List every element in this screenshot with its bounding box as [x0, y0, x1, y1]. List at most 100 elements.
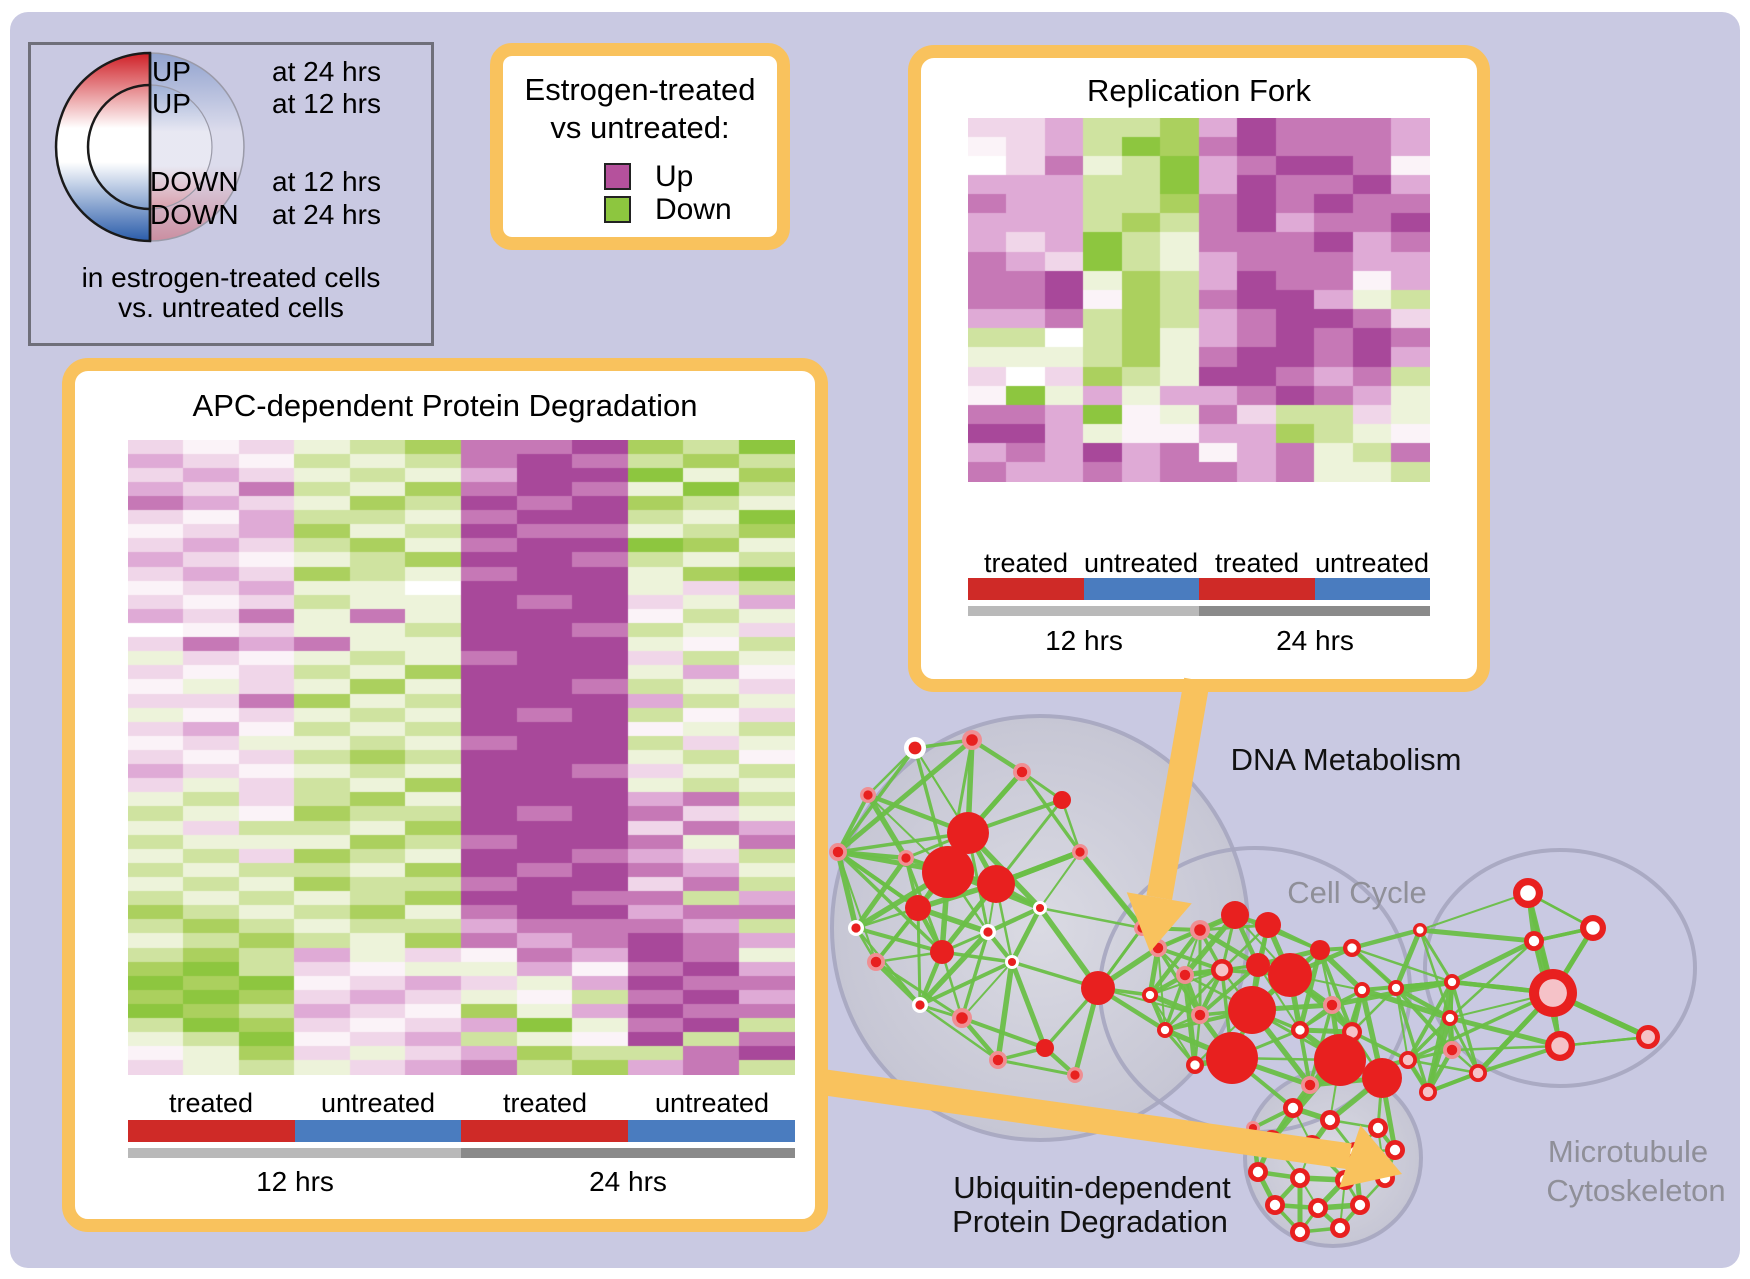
network-edge	[1009, 906, 1043, 964]
network-node-core	[1539, 979, 1567, 1007]
network-node-core	[870, 956, 882, 968]
ring-legend-footer-line2: vs. untreated cells	[118, 292, 344, 323]
down-label: Down	[655, 193, 732, 226]
network-node	[930, 940, 954, 964]
network-edge	[1060, 799, 1082, 853]
rf-group-label-treated-24: treated	[1214, 548, 1300, 578]
network-node-core	[1326, 999, 1338, 1011]
network-node-core	[1354, 1199, 1366, 1211]
updown-legend-title-line2: vs untreated:	[550, 110, 730, 145]
rf-time-label-24: 24 hrs	[1276, 625, 1354, 656]
network-node-core	[1287, 1102, 1299, 1114]
network-edge	[1419, 927, 1535, 944]
network-node	[1314, 1034, 1366, 1086]
network-edge	[1039, 851, 1081, 909]
arrow-head-apc-panel-to-ubiquitin-cluster	[1339, 1125, 1402, 1188]
down-color-swatch	[604, 196, 631, 223]
network-edge	[1078, 850, 1144, 930]
concentric-ring-gradient-icon	[54, 51, 245, 243]
network-node-core	[1586, 921, 1600, 935]
apc-time-label-12: 12 hrs	[256, 1166, 334, 1197]
apc-24hr-bar	[461, 1148, 795, 1158]
network-label-cell-cycle: Cell Cycle	[1287, 875, 1427, 910]
updown-legend-title-line1: Estrogen-treated	[524, 72, 756, 107]
network-edge	[1351, 987, 1397, 1033]
network-edge	[1351, 947, 1397, 989]
network-node-core	[1070, 1070, 1080, 1080]
network-edge	[1257, 964, 1301, 1031]
network-node	[1228, 986, 1276, 1034]
arrow-shaft-apc-panel-to-ubiquitin-cluster	[820, 1069, 1352, 1170]
network-node-core	[1389, 1144, 1401, 1156]
network-edge	[987, 905, 1041, 935]
network-edge	[837, 831, 969, 854]
up-label: Up	[655, 160, 694, 193]
network-edge	[1449, 1015, 1561, 1049]
ring-legend-box	[28, 42, 434, 346]
network-node-core	[1160, 1025, 1170, 1035]
rf-group-label-untreated-12: untreated	[1083, 548, 1199, 578]
network-label-ubiquitin-dependent: Ubiquitin-dependent	[953, 1170, 1231, 1205]
network-node-core	[915, 1000, 925, 1010]
network-node-core	[992, 1054, 1004, 1066]
apc-treated-bar-24	[461, 1120, 628, 1142]
network-node-core	[832, 846, 844, 858]
network-node-core	[1324, 1114, 1336, 1126]
network-node-core	[1215, 963, 1229, 977]
network-node	[1206, 1032, 1258, 1084]
rf-treated-bar-24	[1199, 578, 1315, 600]
apc-untreated-bar-24	[628, 1120, 795, 1142]
network-edge	[855, 926, 943, 954]
network-edge	[1198, 963, 1260, 1017]
updown-legend-box	[490, 43, 790, 250]
apc-treated-bar-12	[128, 1120, 295, 1142]
network-node-core	[1391, 983, 1401, 993]
network-edge	[1419, 892, 1529, 931]
network-edge	[1448, 1017, 1480, 1074]
network-node-core	[1294, 1172, 1306, 1184]
network-node	[1081, 971, 1115, 1005]
network-node-core	[1445, 1013, 1455, 1023]
rf-treated-bar-12	[968, 578, 1084, 600]
network-node-core	[966, 734, 978, 746]
network-node	[947, 812, 989, 854]
apc-group-label-untreated-24: untreated	[654, 1088, 770, 1118]
rf-24hr-bar	[1199, 606, 1430, 616]
network-node	[1036, 1039, 1054, 1057]
network-node-core	[1295, 1025, 1305, 1035]
network-node-core	[1528, 935, 1540, 947]
network-edge	[1395, 979, 1453, 991]
network-node-core	[1194, 1009, 1206, 1021]
rf-untreated-bar-24	[1315, 578, 1430, 600]
network-node	[1255, 912, 1281, 938]
network-edge	[1163, 974, 1187, 1031]
network-edge	[875, 960, 963, 1020]
network-node	[977, 865, 1015, 903]
network-edge	[1449, 940, 1535, 1019]
network-node-core	[1179, 969, 1191, 981]
network-edge	[1318, 949, 1354, 1033]
network-node-core	[1007, 957, 1017, 967]
network-edge	[836, 738, 974, 854]
network-node-core	[1347, 943, 1357, 953]
ring-legend-time-up12: at 12 hrs	[272, 88, 381, 119]
ring-legend-dir-down12: DOWN	[150, 166, 239, 197]
network-edge	[919, 960, 1013, 1007]
network-node-core	[1312, 1202, 1324, 1214]
rf-group-label-untreated-24: untreated	[1314, 548, 1430, 578]
ring-legend-dir-up24: UP	[152, 56, 191, 87]
rf-group-label-treated-12: treated	[983, 548, 1069, 578]
network-node-core	[1334, 1222, 1346, 1234]
network-edge	[995, 961, 1015, 1061]
ring-legend-dir-down24: DOWN	[150, 199, 239, 230]
rf-12hr-bar	[968, 606, 1199, 616]
network-edge	[961, 961, 1013, 1019]
network-node-core	[1520, 885, 1536, 901]
network-label-cytoskeleton: Cytoskeleton	[1546, 1173, 1726, 1208]
apc-group-label-treated-24: treated	[502, 1088, 588, 1118]
network-edge	[837, 851, 877, 963]
network-edge	[835, 851, 859, 929]
network-edge	[836, 850, 944, 954]
network-node-core	[1035, 903, 1045, 913]
